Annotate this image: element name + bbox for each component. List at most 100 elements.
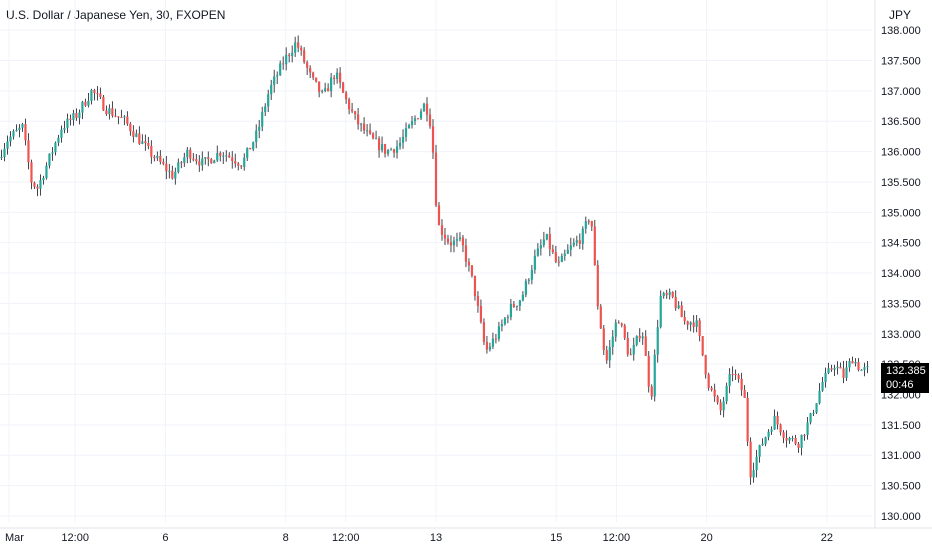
candle-down: [105, 110, 108, 115]
time-tick-label: 8: [283, 532, 289, 544]
candle-down: [596, 265, 599, 307]
candle-down: [638, 335, 641, 339]
candle-up: [821, 381, 824, 391]
candle-down: [192, 158, 195, 160]
candle-down: [650, 386, 653, 397]
candle-down: [779, 424, 782, 433]
candle-up: [809, 413, 812, 423]
time-tick-label: 20: [700, 532, 712, 544]
candle-up: [812, 412, 815, 414]
candle-up: [81, 101, 84, 113]
candle-up: [659, 296, 662, 328]
candle-down: [75, 112, 78, 119]
candle-up: [419, 111, 423, 119]
currency-label: JPY: [889, 8, 912, 22]
candle-down: [114, 115, 117, 117]
candle-up: [395, 146, 399, 153]
candle-down: [234, 161, 237, 164]
candle-down: [297, 42, 300, 48]
candle-up: [509, 304, 513, 318]
candle-up: [15, 129, 18, 132]
candle-up: [6, 141, 9, 149]
candle-up: [183, 157, 186, 163]
candle-down: [479, 305, 483, 323]
candle-up: [860, 369, 863, 371]
candle-down: [626, 337, 629, 355]
candles: [0, 35, 869, 485]
candle-down: [437, 205, 441, 226]
candle-up: [677, 305, 680, 309]
candle-down: [228, 155, 231, 158]
candle-down: [467, 261, 471, 266]
candle-up: [497, 326, 501, 340]
price-tick-label: 134.000: [881, 268, 921, 280]
time-axis[interactable]: Mar 12:00 6 8 12:00 13 15 12:00 20 22: [0, 527, 932, 544]
candle-up: [365, 130, 369, 132]
candle-down: [830, 368, 833, 370]
candle-down: [306, 62, 309, 68]
candle-down: [578, 240, 581, 244]
candle-down: [785, 437, 788, 441]
candle-up: [491, 338, 495, 347]
candle-up: [518, 300, 521, 306]
candle-up: [177, 162, 180, 173]
price-tick-label: 131.500: [881, 420, 921, 432]
candle-down: [512, 304, 516, 307]
time-tick-label: 15: [550, 532, 562, 544]
candle-up: [614, 322, 617, 337]
candle-up: [45, 165, 48, 179]
candle-up: [767, 431, 770, 438]
candle-down: [195, 159, 198, 162]
candle-up: [800, 434, 803, 448]
candle-down: [473, 275, 477, 297]
candle-up: [848, 361, 851, 368]
price-axis[interactable]: 130.000130.500131.000131.500132.000132.5…: [874, 0, 921, 528]
candle-down: [111, 108, 114, 116]
candle-down: [120, 117, 123, 119]
candle-up: [60, 129, 63, 138]
candle-up: [566, 249, 569, 254]
time-tick-label: 12:00: [61, 532, 89, 544]
candle-up: [401, 136, 405, 143]
candle-down: [440, 225, 444, 235]
candle-up: [656, 327, 659, 355]
candle-down: [237, 163, 240, 166]
candle-up: [458, 237, 462, 240]
candle-up: [324, 88, 327, 91]
chart-title: U.S. Dollar / Japanese Yen, 30, FXOPEN: [6, 8, 226, 22]
time-tick-label: Mar: [5, 532, 24, 544]
candle-up: [273, 76, 276, 85]
candle-down: [347, 99, 351, 110]
candle-up: [87, 100, 90, 106]
price-tick-label: 133.500: [881, 298, 921, 310]
candle-down: [102, 96, 105, 111]
candle-down: [551, 249, 554, 253]
candle-up: [255, 130, 258, 143]
candle-down: [318, 81, 321, 92]
candle-up: [321, 90, 324, 92]
price-tick-label: 133.000: [881, 329, 921, 341]
candle-down: [554, 252, 557, 262]
candle-up: [608, 347, 611, 361]
candle-up: [584, 221, 587, 229]
candle-up: [689, 322, 692, 325]
candle-down: [425, 103, 429, 115]
candle-down: [96, 93, 99, 95]
candle-up: [503, 318, 507, 325]
candle-down: [851, 361, 854, 364]
candle-down: [219, 152, 222, 157]
candle-down: [207, 157, 210, 160]
candle-down: [171, 170, 174, 179]
candle-down: [683, 317, 686, 322]
candle-up: [641, 336, 644, 339]
candle-down: [377, 138, 381, 151]
candle-down: [710, 387, 713, 390]
candle-up: [845, 367, 848, 378]
candle-up: [752, 470, 755, 478]
bar-countdown: 00:46: [886, 379, 914, 391]
candle-down: [644, 336, 647, 356]
candle-down: [84, 101, 87, 106]
candle-up: [569, 245, 572, 250]
candle-up: [386, 150, 390, 154]
